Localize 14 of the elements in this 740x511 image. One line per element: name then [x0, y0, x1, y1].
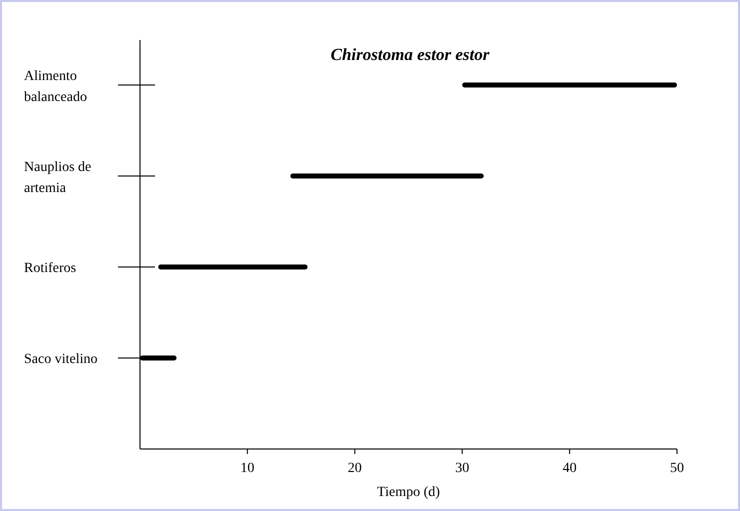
bar [158, 264, 308, 270]
bar [462, 82, 677, 88]
y-tick-label: Nauplios de artemia [24, 160, 92, 196]
x-tick-label: 30 [455, 461, 470, 476]
x-tick-label: 40 [562, 461, 577, 476]
y-tick-label: Rotiferos [24, 261, 76, 276]
x-tick-label: 10 [240, 461, 254, 476]
y-tick-label: Saco vitelino [24, 352, 98, 367]
x-tick-label: 50 [670, 461, 684, 476]
bar [290, 174, 484, 178]
x-axis-title: Tiempo (d) [377, 485, 440, 500]
x-tick-label: 20 [348, 461, 362, 476]
y-tick-label: Alimento balanceado [24, 69, 87, 105]
chart-title: Chirostoma estor estor [330, 45, 490, 64]
